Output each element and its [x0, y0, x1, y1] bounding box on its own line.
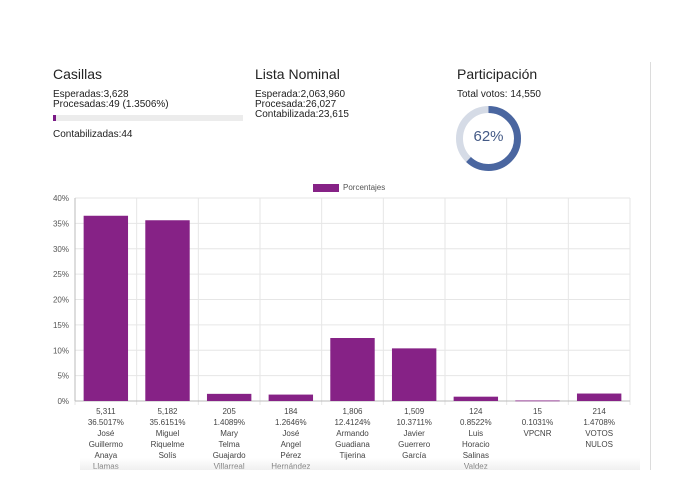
y-tick-label: 30%: [53, 245, 69, 254]
category-label-line: 124: [469, 407, 483, 416]
category-label-line: Telma: [218, 440, 240, 449]
category-label-line: 1.4708%: [583, 418, 615, 427]
category-label: 184 1.2646% José Angel Pérez Hernández: [261, 406, 321, 472]
category-label-line: Llamas: [92, 462, 119, 471]
category-label: 214 1.4708% VOTOS NULOS: [569, 406, 629, 450]
category-label-line: José: [97, 429, 115, 438]
bar: [453, 396, 499, 401]
bar: [330, 338, 375, 401]
category-label: 5,311 36.5017% José Guillermo Anaya Llamas: [76, 406, 136, 472]
y-tick-label: 40%: [53, 194, 69, 203]
casillas-esperadas: Esperadas:3,628: [53, 89, 129, 100]
category-label-line: VOTOS: [585, 429, 614, 438]
legend-label: Porcentajes: [343, 183, 386, 192]
category-label-line: Pérez: [280, 451, 302, 460]
y-tick-label: 15%: [53, 321, 69, 330]
panel-divider: [650, 62, 651, 470]
y-tick-label: 35%: [53, 219, 69, 228]
category-label-line: VPCNR: [523, 429, 552, 438]
y-tick-label: 10%: [53, 346, 69, 355]
bar: [268, 394, 314, 401]
category-label-line: 12.4124%: [334, 418, 371, 427]
category-label-line: 1.4089%: [213, 418, 245, 427]
category-label-line: Tijerina: [339, 451, 366, 460]
category-label-line: Guajardo: [212, 451, 246, 460]
category-label-line: Solís: [158, 451, 177, 460]
casillas-progress-fill: [53, 115, 56, 121]
category-label-line: Anaya: [94, 451, 118, 460]
category-label-line: 0.1031%: [521, 418, 554, 427]
bar: [391, 348, 437, 401]
category-label-line: Guillermo: [88, 440, 123, 449]
category-label-line: Armando: [336, 429, 369, 438]
category-label-line: Salinas: [462, 451, 489, 460]
category-label-line: Mary: [220, 429, 239, 438]
y-tick-label: 5%: [57, 372, 69, 381]
category-label-line: José: [282, 429, 300, 438]
bar: [145, 220, 190, 401]
y-tick-label: 25%: [53, 270, 69, 279]
participacion-title: Participación: [457, 66, 538, 82]
category-label-line: 5,311: [96, 407, 116, 416]
category-label-line: Villarreal: [213, 462, 245, 471]
gauge-fill-arc: [456, 106, 521, 171]
bar: [83, 215, 129, 401]
category-label-line: 0.8522%: [460, 418, 492, 427]
bar: [515, 400, 560, 402]
category-label: 205 1.4089% Mary Telma Guajardo Villarreal: [199, 406, 259, 472]
bar: [576, 393, 622, 401]
lista-nominal-esperada: Esperada:2,063,960: [255, 89, 346, 100]
casillas-procesadas: Procesadas:49 (1.3506%): [53, 99, 169, 110]
category-label-line: 184: [284, 407, 298, 416]
lista-nominal-title: Lista Nominal: [255, 66, 340, 82]
participacion-total-votos: Total votos: 14,550: [457, 89, 541, 100]
lista-nominal-procesada: Procesada:26,027: [255, 99, 337, 110]
category-label-line: Hernández: [271, 462, 311, 471]
category-label-line: Valdez: [463, 462, 488, 471]
category-label-line: 35.6151%: [149, 418, 186, 427]
category-label-line: 1,806: [342, 407, 363, 416]
category-label-line: Luis: [468, 429, 484, 438]
bar: [206, 393, 252, 401]
casillas-contabilizadas: Contabilizadas:44: [53, 129, 133, 140]
category-label-line: Javier: [403, 429, 425, 438]
lista-nominal-contabilizada: Contabilizada:23,615: [255, 109, 349, 120]
category-label-line: Miguel: [155, 429, 180, 438]
category-label: 15 0.1031% VPCNR: [508, 406, 568, 439]
category-label-line: 214: [592, 407, 606, 416]
category-label-line: 1,509: [404, 407, 425, 416]
category-label-line: 205: [222, 407, 236, 416]
participation-gauge: [456, 106, 521, 171]
casillas-progress-bar: [53, 115, 243, 121]
category-label-line: Angel: [280, 440, 302, 449]
category-label-line: Guadiana: [335, 440, 370, 449]
category-label: 5,182 35.6151% Miguel Riquelme Solís: [138, 406, 198, 461]
category-label-line: 1.2646%: [275, 418, 307, 427]
y-tick-label: 0%: [57, 397, 69, 406]
category-label: 1,509 10.3711% Javier Guerrero García: [384, 406, 444, 461]
category-label-line: García: [402, 451, 427, 460]
y-tick-label: 20%: [53, 296, 69, 305]
category-label-line: Guerrero: [398, 440, 431, 449]
legend-swatch: [313, 183, 339, 192]
category-label-line: 5,182: [157, 407, 178, 416]
category-label-line: 36.5017%: [87, 418, 124, 427]
gauge-percent-label: 62%: [473, 128, 504, 145]
category-label-line: Horacio: [462, 440, 490, 449]
category-label: 1,806 12.4124% Armando Guadiana Tijerina: [323, 406, 383, 461]
category-label-line: Riquelme: [150, 440, 185, 449]
chart-legend: Porcentajes: [313, 183, 385, 192]
category-label: 124 0.8522% Luis Horacio Salinas Valdez: [446, 406, 506, 472]
casillas-title: Casillas: [53, 66, 103, 82]
category-label-line: NULOS: [585, 440, 613, 449]
category-label-line: 10.3711%: [396, 418, 432, 427]
category-label-line: 15: [533, 407, 542, 416]
